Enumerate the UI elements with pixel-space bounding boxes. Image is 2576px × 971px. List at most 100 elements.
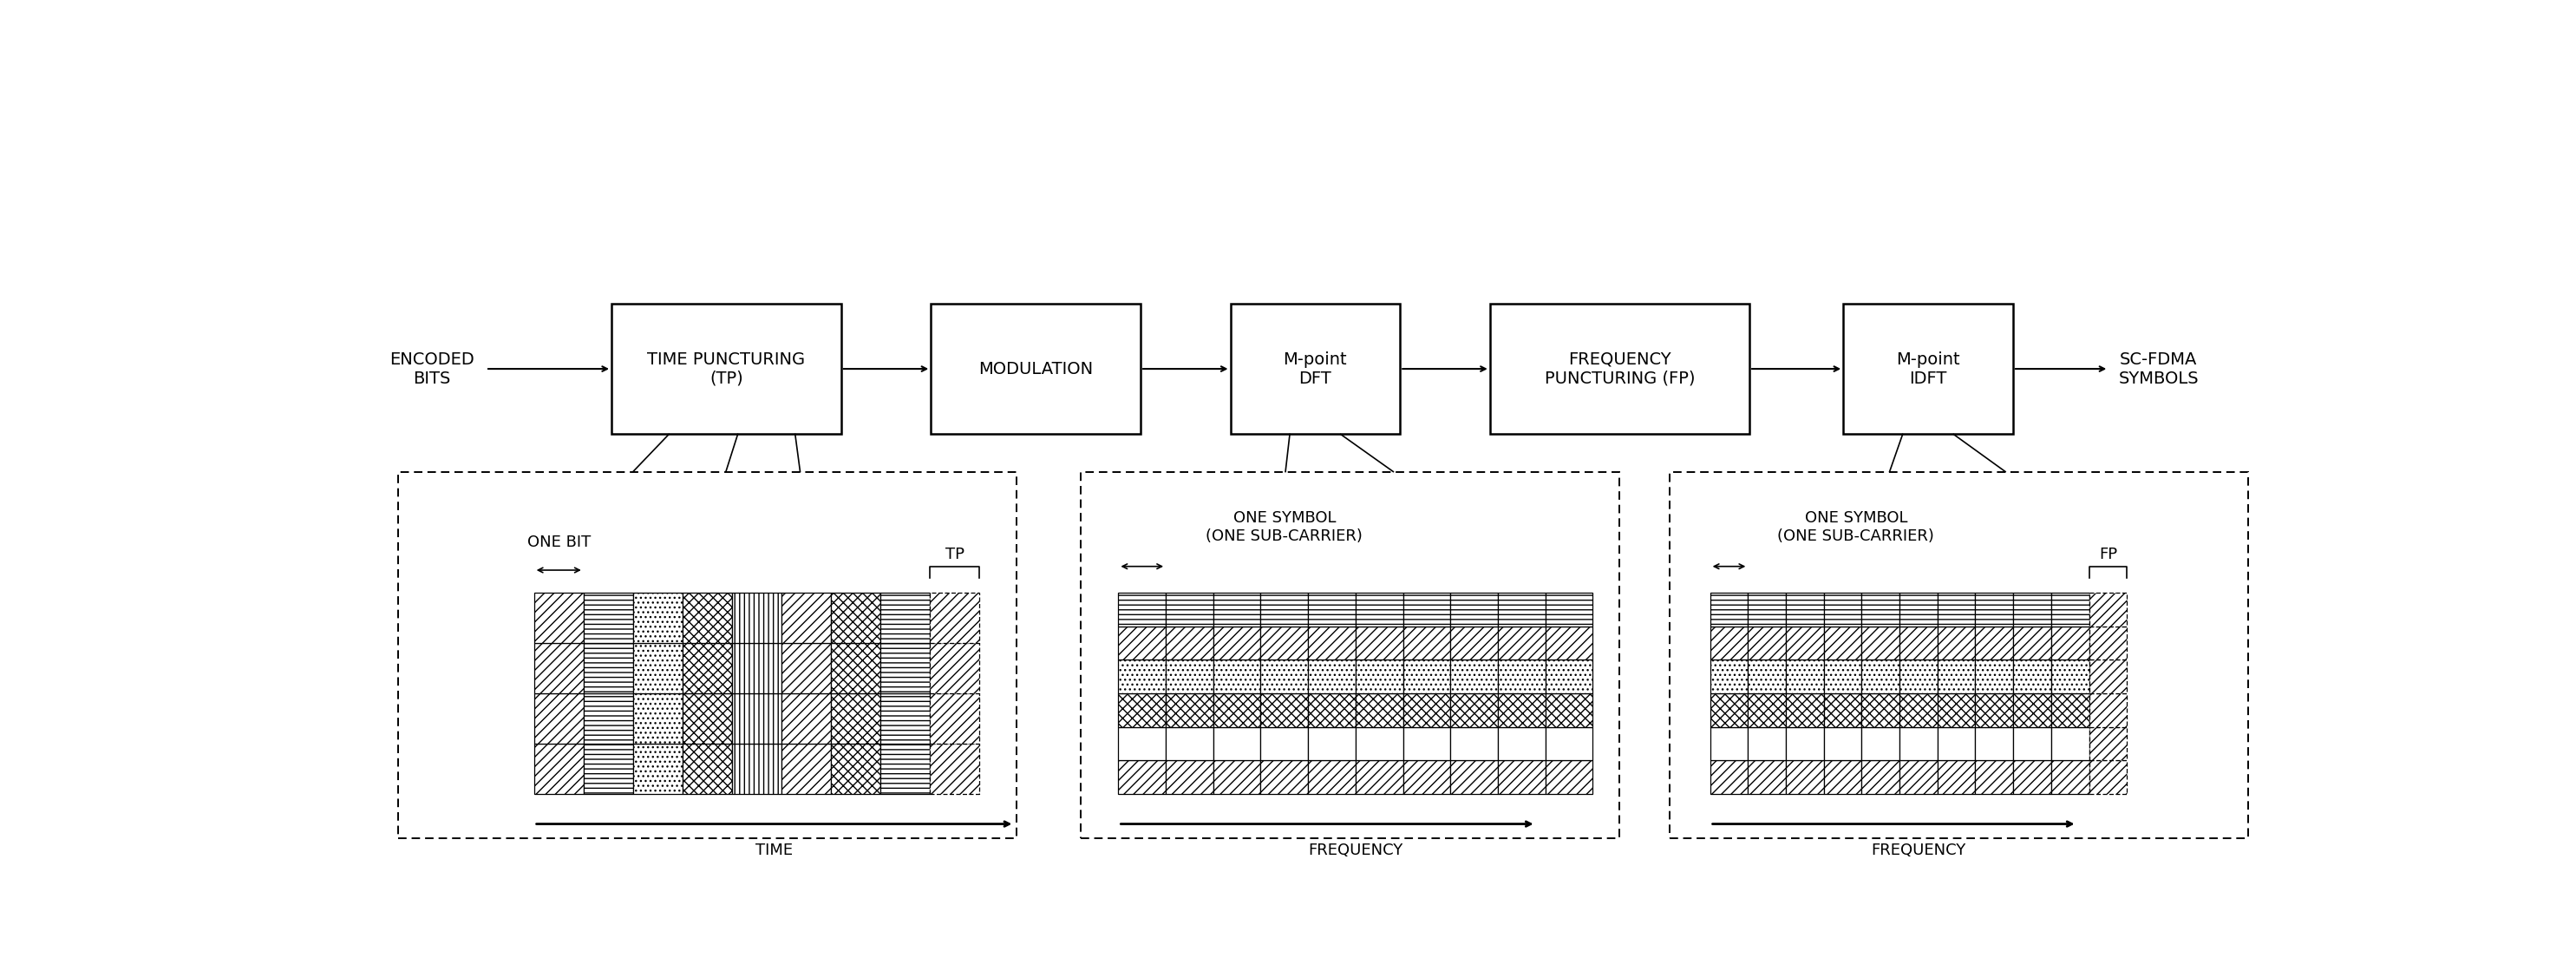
Bar <box>1404 592 1450 626</box>
Bar <box>1167 626 1213 659</box>
Bar <box>1710 727 1749 760</box>
Bar <box>781 592 832 643</box>
Bar <box>1862 693 1899 727</box>
Bar <box>2089 727 2128 760</box>
Bar <box>1118 693 1167 727</box>
Bar <box>2089 659 2128 693</box>
Bar <box>732 592 781 643</box>
Bar <box>1710 626 1749 659</box>
Bar <box>683 643 732 693</box>
Bar <box>881 643 930 693</box>
Bar <box>1355 659 1404 693</box>
Bar <box>1450 727 1497 760</box>
Bar <box>1355 693 1404 727</box>
Bar <box>1118 626 1167 659</box>
Bar <box>2014 760 2050 794</box>
Bar <box>585 592 634 643</box>
Bar <box>1309 760 1355 794</box>
Bar <box>2050 727 2089 760</box>
Bar <box>781 693 832 744</box>
Text: M-point
IDFT: M-point IDFT <box>1896 352 1960 386</box>
Bar <box>1309 626 1355 659</box>
Bar <box>1824 760 1862 794</box>
Bar <box>2050 760 2089 794</box>
Bar <box>1167 727 1213 760</box>
Bar <box>2089 760 2128 794</box>
Bar <box>1976 727 2014 760</box>
Bar <box>1546 592 1592 626</box>
Bar <box>2050 626 2089 659</box>
Bar <box>585 693 634 744</box>
Text: TIME PUNCTURING
(TP): TIME PUNCTURING (TP) <box>647 352 806 386</box>
Bar <box>1355 626 1404 659</box>
Bar <box>1749 592 1785 626</box>
Bar <box>1785 727 1824 760</box>
Bar <box>1118 659 1167 693</box>
Bar <box>2014 659 2050 693</box>
Bar <box>930 693 979 744</box>
Bar <box>732 693 781 744</box>
Bar <box>781 643 832 693</box>
Bar <box>1824 727 1862 760</box>
Text: SC-FDMA
SYMBOLS: SC-FDMA SYMBOLS <box>2117 352 2200 386</box>
Text: FP: FP <box>2099 547 2117 562</box>
Bar <box>1213 727 1260 760</box>
Bar <box>1976 659 2014 693</box>
Bar <box>1309 659 1355 693</box>
Bar <box>1497 659 1546 693</box>
Text: M-point
DFT: M-point DFT <box>1283 352 1347 386</box>
Bar <box>1749 727 1785 760</box>
Bar <box>1260 727 1309 760</box>
Bar <box>1546 693 1592 727</box>
Bar <box>1899 626 1937 659</box>
Bar <box>585 643 634 693</box>
Bar <box>930 643 979 693</box>
Bar <box>1260 592 1309 626</box>
Bar <box>533 693 585 744</box>
Bar <box>1785 592 1824 626</box>
Text: MODULATION: MODULATION <box>979 360 1092 377</box>
Bar <box>1260 693 1309 727</box>
Bar <box>1546 626 1592 659</box>
Text: TIME: TIME <box>755 843 793 858</box>
Bar <box>1899 727 1937 760</box>
Bar <box>930 303 1141 434</box>
Bar <box>1937 626 1976 659</box>
Bar <box>1899 592 1937 626</box>
Bar <box>1497 693 1546 727</box>
Bar <box>1710 760 1749 794</box>
Bar <box>1404 693 1450 727</box>
Bar <box>1118 727 1167 760</box>
Bar <box>1167 760 1213 794</box>
Bar <box>1824 659 1862 693</box>
Bar <box>1937 727 1976 760</box>
Text: ENCODED
BITS: ENCODED BITS <box>389 352 474 386</box>
Bar <box>2014 693 2050 727</box>
Bar <box>1450 693 1497 727</box>
Bar <box>1937 760 1976 794</box>
Bar <box>732 643 781 693</box>
Text: ONE SYMBOL
(ONE SUB-CARRIER): ONE SYMBOL (ONE SUB-CARRIER) <box>1206 511 1363 544</box>
Bar <box>683 592 732 643</box>
Bar <box>2014 626 2050 659</box>
Bar <box>1260 659 1309 693</box>
Text: FREQUENCY: FREQUENCY <box>1870 843 1965 858</box>
Bar <box>1167 592 1213 626</box>
Bar <box>1749 659 1785 693</box>
Bar <box>634 643 683 693</box>
Bar <box>1824 626 1862 659</box>
Bar <box>1497 760 1546 794</box>
Bar <box>1824 592 1862 626</box>
Bar <box>1404 760 1450 794</box>
Bar <box>1710 592 1749 626</box>
Text: FREQUENCY: FREQUENCY <box>1309 843 1404 858</box>
Bar <box>1785 659 1824 693</box>
Bar <box>2089 693 2128 727</box>
Text: ONE BIT: ONE BIT <box>528 534 590 550</box>
Bar <box>1489 303 1749 434</box>
Bar <box>2050 659 2089 693</box>
Bar <box>881 744 930 794</box>
Bar <box>1118 592 1167 626</box>
Bar <box>1976 626 2014 659</box>
Text: TP: TP <box>945 547 963 562</box>
